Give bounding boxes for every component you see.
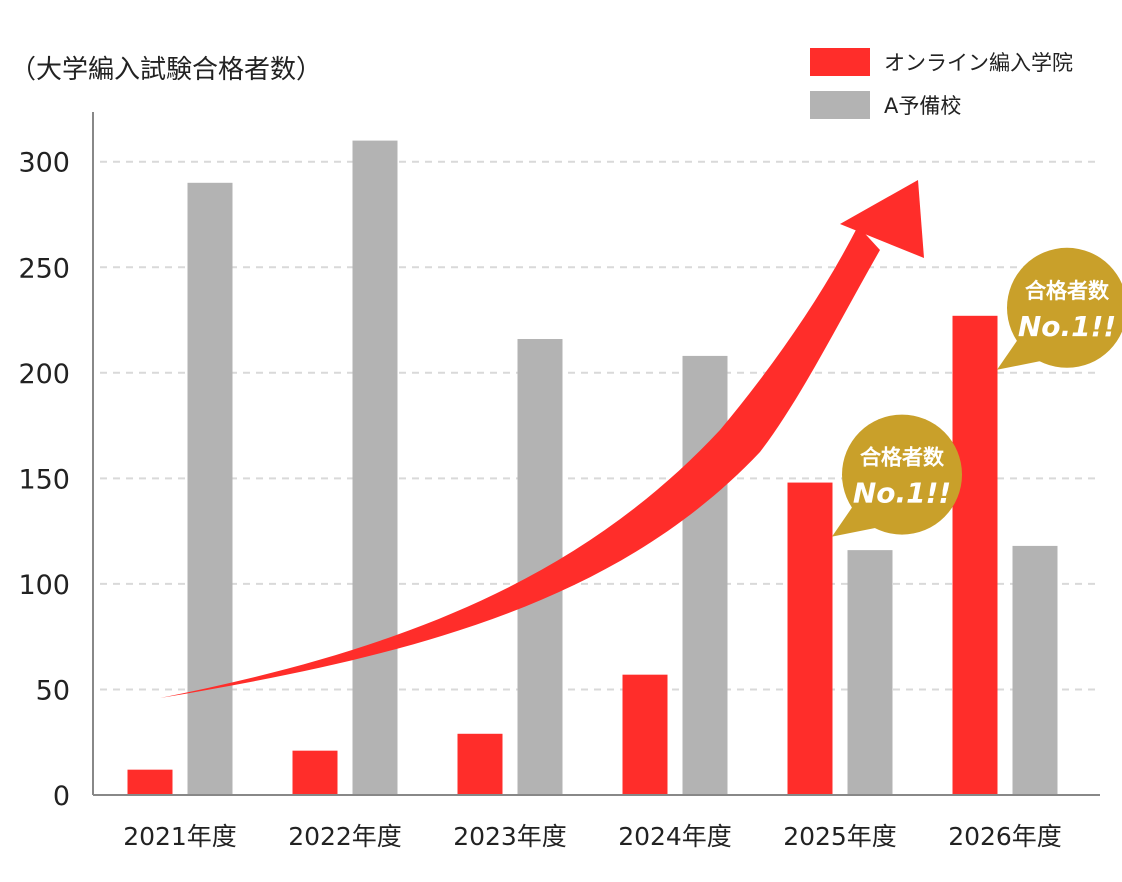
bar <box>787 482 833 795</box>
legend: オンライン編入学院 A予備校 <box>810 48 1073 119</box>
legend-label: オンライン編入学院 <box>884 51 1073 75</box>
x-tick-label: 2026年度 <box>948 822 1062 851</box>
y-tick-label: 150 <box>18 464 70 495</box>
y-tick-label: 300 <box>18 148 70 179</box>
y-tick-label: 200 <box>18 359 70 390</box>
y-tick-labels: 0 50 100 150 200 250 300 <box>18 148 70 812</box>
y-tick-label: 0 <box>53 781 70 812</box>
bar <box>352 140 398 796</box>
y-tick-label: 100 <box>18 570 70 601</box>
trend-arrow <box>160 180 924 698</box>
badge-line1: 合格者数 <box>1025 279 1110 303</box>
bar <box>682 355 728 795</box>
trend-arrow-head <box>840 180 924 258</box>
bar <box>847 550 893 795</box>
bar <box>127 769 173 795</box>
badge-tail <box>832 504 882 537</box>
y-tick-label: 250 <box>18 253 70 284</box>
legend-swatch <box>810 48 870 76</box>
grid-lines <box>100 160 1096 691</box>
badge-circle <box>1007 247 1122 368</box>
badge-tail <box>997 337 1047 370</box>
annotations: 合格者数 No.1!! 合格者数 No.1!! <box>832 247 1122 537</box>
bar <box>1012 545 1058 795</box>
badge: 合格者数 No.1!! <box>832 414 962 537</box>
bar <box>292 750 338 795</box>
y-tick-label: 50 <box>36 675 70 706</box>
x-tick-label: 2022年度 <box>288 822 402 851</box>
badge-circle <box>842 414 962 535</box>
legend-swatch <box>810 91 870 119</box>
badge-line1: 合格者数 <box>860 446 945 470</box>
axes <box>92 112 1100 796</box>
x-tick-label: 2024年度 <box>618 822 732 851</box>
badge-line2: No.1!! <box>853 477 951 510</box>
badge-line2: No.1!! <box>1018 310 1116 343</box>
bar <box>622 674 668 795</box>
legend-label: A予備校 <box>884 94 961 118</box>
bar <box>952 315 998 795</box>
bars <box>127 140 1058 796</box>
y-axis-label: （大学編入試験合格者数） <box>10 55 322 85</box>
bar <box>187 182 233 795</box>
x-tick-labels: 2021年度 2022年度 2023年度 2024年度 2025年度 2026年度 <box>123 822 1062 851</box>
trend-arrow-body <box>160 226 880 698</box>
x-tick-label: 2025年度 <box>783 822 897 851</box>
x-tick-label: 2021年度 <box>123 822 237 851</box>
x-tick-label: 2023年度 <box>453 822 567 851</box>
bar <box>457 733 503 795</box>
badge: 合格者数 No.1!! <box>997 247 1122 370</box>
